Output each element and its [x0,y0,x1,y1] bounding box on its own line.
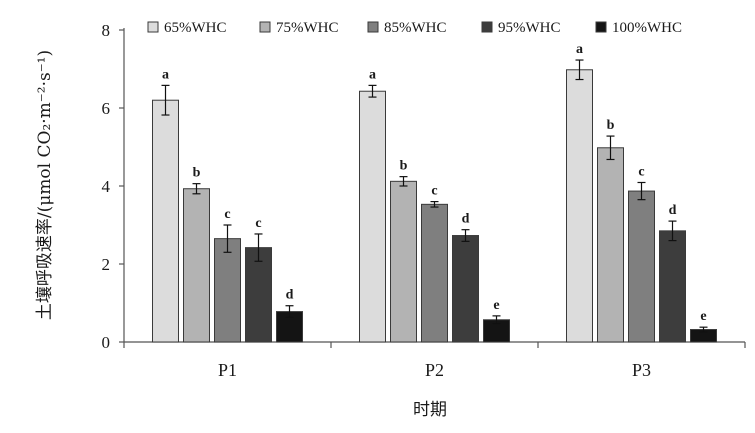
significance-letter: e [700,309,706,324]
significance-letter: e [493,298,499,313]
y-tick-label: 4 [102,177,111,196]
significance-letter: a [369,67,376,82]
legend-swatch [481,21,493,33]
x-tick-label: P2 [425,360,444,380]
significance-letter: b [607,118,615,133]
bar [152,99,179,343]
significance-letter: b [193,166,201,181]
significance-letter: b [400,159,408,174]
significance-letter: c [255,216,261,231]
bar [566,69,593,343]
legend: 65%WHC 75%WHC 85%WHC 95%WHC 100%WHC [147,20,682,36]
bar [452,235,479,343]
significance-letter: a [162,67,169,82]
legend-swatch [259,21,271,33]
bar [359,90,386,343]
x-axis-title: 时期 [413,400,447,420]
significance-letter: d [669,203,677,218]
legend-label: 95%WHC [498,20,561,36]
significance-letter: d [462,212,470,227]
y-tick-label: 8 [102,21,111,40]
bar [659,230,686,343]
significance-letter: c [431,184,437,199]
bar [597,147,624,343]
bar [390,180,417,343]
bar [214,238,241,343]
legend-label: 75%WHC [276,20,339,36]
legend-swatch [367,21,379,33]
significance-letter: c [638,164,644,179]
x-tick-label: P3 [632,360,651,380]
x-tick-label: P1 [218,360,237,380]
legend-label: 85%WHC [384,20,447,36]
y-axis-title: 土壤呼吸速率/(μmol CO₂·m⁻²·s⁻¹) [34,50,55,320]
legend-swatch [147,21,159,33]
y-tick-label: 0 [102,333,111,352]
legend-swatch [595,21,607,33]
bar [628,190,655,343]
bar [245,247,272,343]
bar [421,203,448,343]
significance-letter: d [286,288,294,303]
legend-label: 65%WHC [164,20,227,36]
significance-letter: a [576,42,583,57]
legend-label: 100%WHC [612,20,682,36]
y-tick-label: 2 [102,255,111,274]
bar [183,188,210,343]
y-tick-label: 6 [102,99,111,118]
significance-letter: c [224,207,230,222]
plot-area: 0 2 4 6 8 a b c c d P1 a b c d e P2 a b c d e P3 [102,21,746,380]
